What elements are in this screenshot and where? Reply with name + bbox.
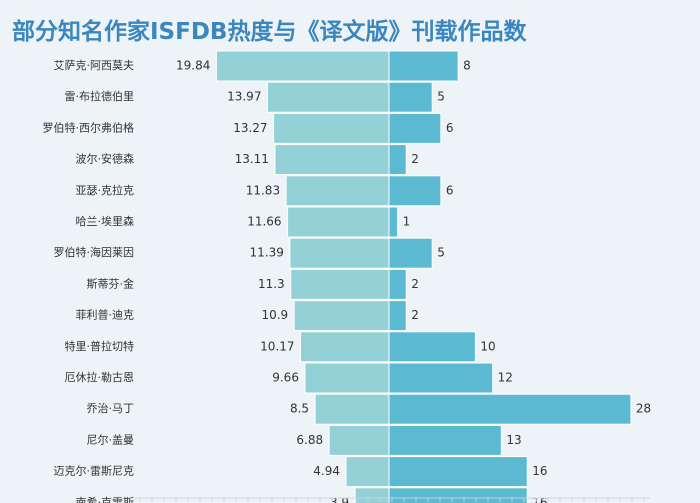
right-value-label: 1 (403, 215, 411, 229)
value-labels: 19.84 8 13.97 5 13.27 6 13.11 2 11.83 6 11.66 1 11.3… (176, 59, 651, 503)
x-axis (135, 497, 650, 502)
left-bar (287, 206, 390, 238)
right-value-label: 16 (532, 495, 547, 503)
left-value-label: 11.3 (258, 277, 285, 291)
left-value-label: 10.17 (260, 339, 294, 353)
left-value-label: 8.5 (290, 402, 309, 416)
right-value-label: 12 (498, 371, 513, 385)
left-value-label: 11.39 (250, 246, 284, 260)
left-value-label: 11.83 (246, 183, 280, 197)
right-bar (388, 456, 528, 488)
chart-title: 部分知名作家ISFDB热度与《译文版》刊载作品数 (12, 19, 527, 45)
left-bar (354, 487, 390, 503)
right-bar (388, 487, 528, 503)
left-value-label: 6.88 (296, 433, 323, 447)
left-bar (273, 112, 390, 144)
left-value-label: 13.27 (233, 121, 267, 135)
right-series-bars (388, 50, 632, 503)
right-value-label: 6 (446, 121, 454, 135)
left-value-label: 13.11 (235, 152, 269, 166)
left-bar (345, 456, 390, 488)
right-bar (388, 50, 459, 82)
right-bar (388, 331, 476, 363)
left-bar (285, 175, 390, 207)
right-bar (388, 300, 407, 332)
right-value-label: 5 (437, 246, 445, 260)
left-bar (293, 300, 390, 332)
category-label: 迈克尔·雷斯尼克 (54, 465, 135, 478)
right-value-label: 16 (532, 464, 547, 478)
category-label: 雷·布拉德伯里 (65, 89, 135, 103)
category-label: 亚瑟·克拉克 (76, 183, 135, 197)
category-label: 菲利普·迪克 (76, 308, 135, 322)
right-bar (388, 268, 407, 300)
left-bar (266, 81, 390, 113)
left-bar (215, 50, 390, 82)
right-bar (388, 424, 502, 456)
left-bar (290, 268, 390, 300)
right-value-label: 5 (437, 90, 445, 104)
left-value-label: 11.66 (247, 215, 281, 229)
category-label: 特里·普拉切特 (65, 339, 135, 353)
left-value-label: 9.66 (272, 371, 299, 385)
left-value-label: 10.9 (261, 308, 288, 322)
left-value-label: 13.97 (227, 90, 261, 104)
right-value-label: 2 (411, 308, 419, 322)
left-bar (304, 362, 390, 394)
category-label: 波尔·安德森 (76, 152, 135, 166)
right-value-label: 6 (446, 183, 454, 197)
left-value-label: 4.94 (313, 464, 340, 478)
right-bar (388, 237, 433, 269)
left-bar (274, 144, 390, 176)
category-label: 南希·克雷斯 (76, 495, 135, 503)
left-bar (328, 424, 390, 456)
right-value-label: 28 (636, 402, 651, 416)
left-bar (289, 237, 390, 269)
right-bar (388, 81, 433, 113)
category-label: 斯蒂芬·金 (87, 276, 135, 290)
left-bar (300, 331, 390, 363)
right-value-label: 2 (411, 277, 419, 291)
right-bar (388, 144, 407, 176)
category-label: 厄休拉·勒古恩 (65, 370, 135, 384)
right-bar (388, 393, 632, 425)
right-bar (388, 206, 399, 238)
category-label: 罗伯特·西尔弗伯格 (43, 120, 135, 134)
right-bar (388, 362, 494, 394)
right-value-label: 13 (506, 433, 521, 447)
right-value-label: 8 (463, 59, 471, 73)
right-value-label: 10 (480, 339, 495, 353)
category-label: 哈兰·埃里森 (76, 214, 135, 228)
category-label: 尼尔·盖曼 (87, 432, 135, 446)
right-bar (388, 112, 442, 144)
category-label: 艾萨克·阿西莫夫 (54, 59, 135, 72)
right-value-label: 2 (411, 152, 419, 166)
left-bar (314, 393, 390, 425)
category-label: 罗伯特·海因莱因 (54, 245, 135, 259)
left-value-label: 19.84 (176, 59, 210, 73)
category-label: 乔治·马丁 (87, 401, 135, 415)
right-bar (388, 175, 442, 207)
category-labels: 艾萨克·阿西莫夫雷·布拉德伯里罗伯特·西尔弗伯格波尔·安德森亚瑟·克拉克哈兰·埃… (43, 59, 135, 503)
left-series-bars (215, 50, 390, 503)
left-value-label: 3.9 (330, 495, 349, 503)
